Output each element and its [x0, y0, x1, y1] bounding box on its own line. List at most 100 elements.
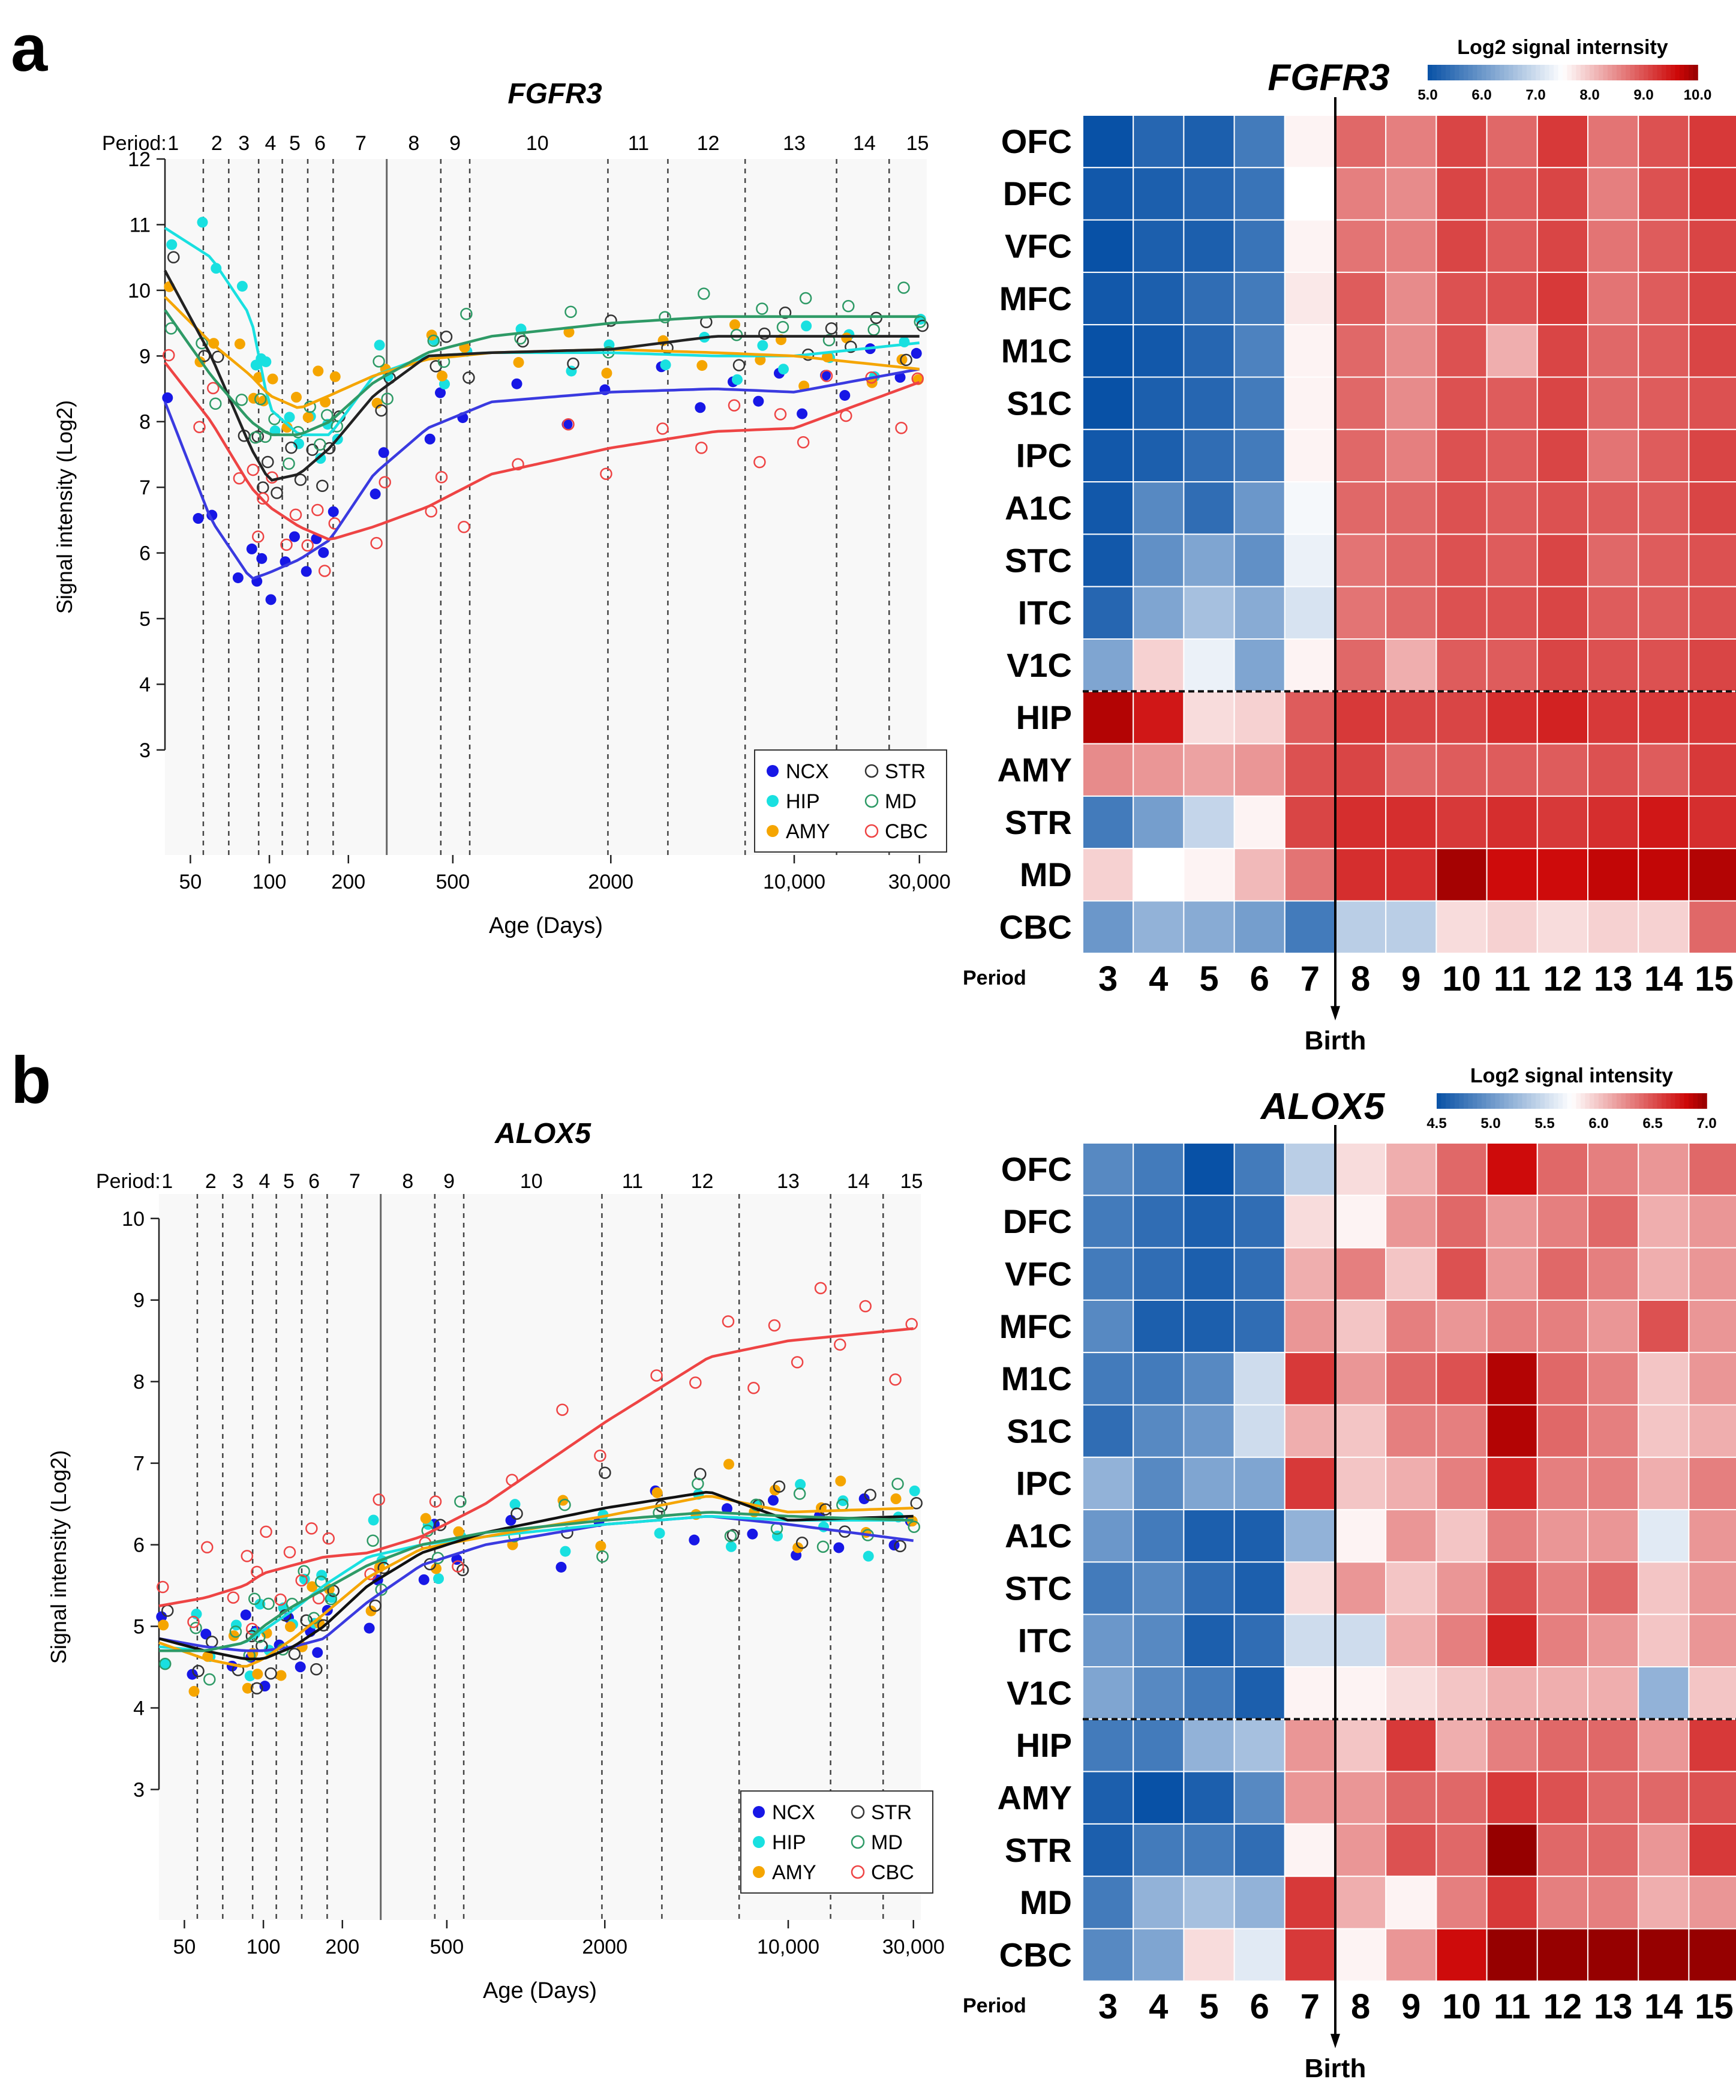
- data-point-amy: [437, 370, 448, 382]
- data-point-cbc: [656, 422, 669, 435]
- heatmap-cell: [1082, 691, 1134, 745]
- x-tick-label: 30,000: [882, 1936, 945, 1958]
- column-label: 9: [1401, 1987, 1420, 2026]
- heatmap-cell: [1486, 638, 1538, 692]
- data-point-cbc: [201, 1541, 214, 1554]
- period-label: 4: [259, 1170, 271, 1193]
- heatmap-cell: [1638, 1456, 1690, 1511]
- heatmap-cell: [1638, 1771, 1690, 1825]
- heatmap-cell: [1587, 1928, 1639, 1982]
- data-point-ncx: [505, 1514, 516, 1526]
- heatmap-cell: [1284, 743, 1336, 797]
- heatmap-cell: [1335, 743, 1387, 797]
- data-point-md: [248, 1592, 261, 1605]
- heatmap-cell: [1133, 219, 1185, 273]
- legend-marker-md: [851, 1835, 865, 1849]
- row-label: HIP: [1016, 1726, 1072, 1764]
- heatmap-cell: [1183, 324, 1235, 378]
- colorbar-segment: [1675, 1093, 1680, 1109]
- data-point-cbc: [435, 470, 448, 484]
- colorbar-segment: [1644, 1093, 1649, 1109]
- column-label: 4: [1149, 1987, 1168, 2026]
- heatmap-cell: [1233, 1509, 1286, 1563]
- heatmap-cell: [1435, 1771, 1488, 1825]
- heatmap-cell: [1536, 1509, 1589, 1563]
- colorbar-segment: [1689, 65, 1694, 80]
- trend-line-str: [164, 269, 920, 482]
- heatmap-cell: [1688, 691, 1736, 745]
- heatmap-cell: [1082, 271, 1134, 326]
- column-label: 14: [1644, 959, 1683, 998]
- heatmap-cell: [1385, 1299, 1437, 1354]
- column-label: 10: [1442, 959, 1481, 998]
- heatmap-cell: [1486, 533, 1538, 587]
- period-label: 14: [853, 132, 876, 155]
- x-tick-label: 30,000: [888, 871, 951, 893]
- heatmap-cell: [1233, 1876, 1286, 1930]
- heatmap-cell: [1335, 1195, 1387, 1249]
- data-point-md: [381, 392, 394, 405]
- column-label: 4: [1149, 959, 1168, 998]
- heatmap-cell: [1587, 1142, 1639, 1196]
- data-point-hip: [725, 1541, 737, 1552]
- heatmap-cell: [1133, 1561, 1185, 1615]
- data-point-str: [732, 359, 746, 371]
- period-label: 7: [355, 132, 367, 155]
- data-point-cbc: [193, 421, 206, 433]
- colorbar-segment: [1540, 65, 1545, 80]
- colorbar-segment: [1486, 65, 1491, 80]
- heatmap-cell: [1385, 533, 1437, 587]
- data-point-amy: [275, 1670, 287, 1681]
- colorbar-segment: [1635, 1093, 1640, 1109]
- data-point-cbc: [695, 442, 708, 454]
- period-prefix: Period:: [102, 132, 167, 155]
- x-tick-label: 200: [325, 1936, 359, 1958]
- heatmap-cell: [1133, 1247, 1185, 1301]
- data-point-str: [288, 1648, 301, 1660]
- heatmap-cell: [1385, 586, 1437, 640]
- data-point-str: [245, 1630, 259, 1643]
- period-label: 6: [314, 132, 326, 155]
- colorbar-segment: [1684, 65, 1689, 80]
- colorbar-segment: [1639, 1093, 1644, 1109]
- legend-marker-str: [864, 764, 879, 778]
- colorbar-segment: [1612, 65, 1617, 80]
- period-label: 10: [526, 132, 549, 155]
- heatmap-cell: [1183, 900, 1235, 954]
- heatmap-cell: [1486, 1456, 1538, 1511]
- heatmap-cell: [1486, 167, 1538, 221]
- heatmap-cell: [1133, 1876, 1185, 1930]
- y-tick-label: 12: [128, 148, 151, 171]
- data-point-md: [776, 320, 789, 334]
- heatmap-cell: [1082, 848, 1134, 902]
- column-label: 6: [1250, 959, 1269, 998]
- heatmap-cell: [1435, 1613, 1488, 1667]
- data-point-cbc: [689, 1376, 702, 1389]
- heatmap-cell: [1082, 795, 1134, 850]
- data-point-ncx: [839, 389, 851, 401]
- data-point-amy: [723, 1459, 734, 1470]
- period-label: 5: [283, 1170, 295, 1193]
- heatmap-cell: [1385, 376, 1437, 430]
- y-tick-label: 4: [133, 1697, 145, 1720]
- birth-label: Birth: [1305, 2054, 1366, 2083]
- colorbar-segment: [1653, 1093, 1658, 1109]
- data-point-hip: [654, 1528, 665, 1539]
- data-point-md: [659, 311, 671, 323]
- period-label: 11: [628, 132, 649, 155]
- heatmap-cell: [1587, 115, 1639, 169]
- data-point-str: [567, 357, 579, 370]
- heatmap-cell: [1385, 1509, 1437, 1563]
- data-point-str: [310, 1663, 323, 1676]
- legend-label: NCX: [786, 760, 829, 783]
- data-point-hip: [660, 359, 671, 371]
- heatmap-cell: [1486, 848, 1538, 902]
- row-label: S1C: [1007, 1412, 1072, 1450]
- heatmap-cell: [1435, 691, 1488, 745]
- heatmap-cell: [1536, 1928, 1589, 1982]
- heatmap-cell: [1385, 1352, 1437, 1406]
- heatmap-cell: [1385, 848, 1437, 902]
- legend-label: HIP: [786, 790, 820, 813]
- colorbar-segment: [1437, 1093, 1442, 1109]
- data-point-str: [369, 1599, 382, 1612]
